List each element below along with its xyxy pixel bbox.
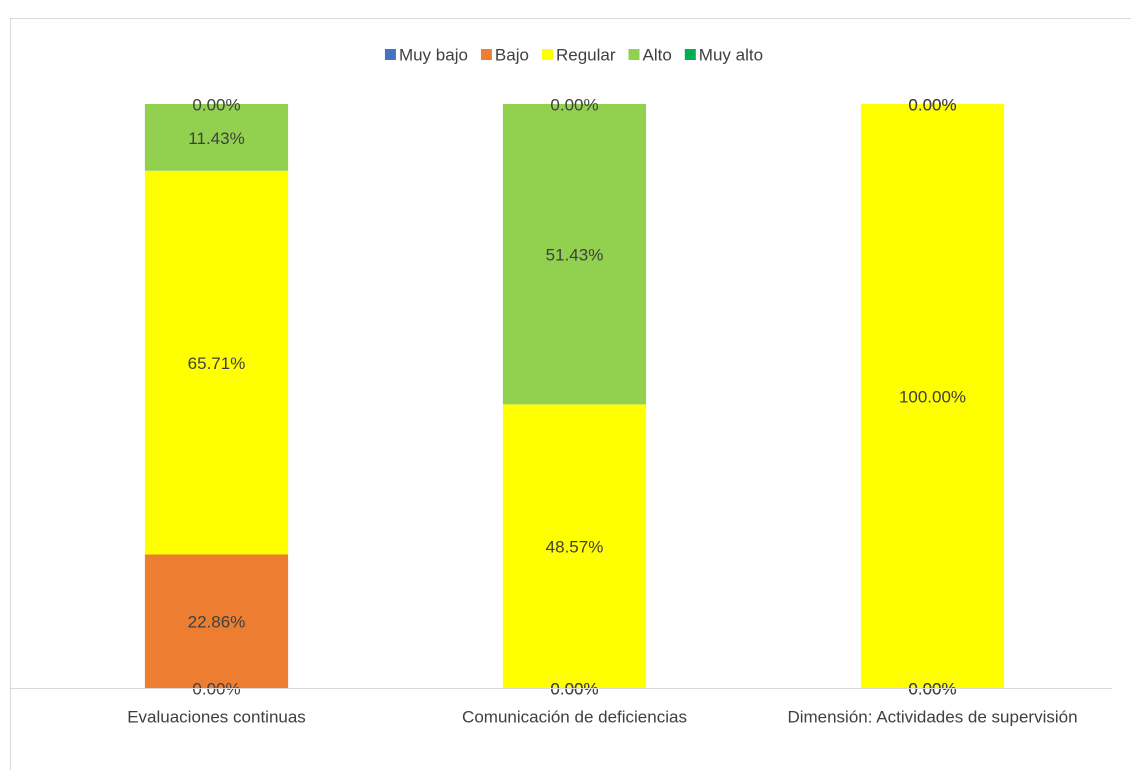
legend-label: Muy bajo [399, 45, 468, 64]
legend-swatch [628, 49, 640, 60]
data-label: 51.43% [546, 246, 604, 265]
x-tick-label: Comunicación de deficiencias [462, 707, 687, 726]
data-label: 22.86% [188, 613, 246, 632]
legend-swatch [480, 49, 492, 60]
x-tick-label: Evaluaciones continuas [127, 707, 306, 726]
bar-segment [144, 554, 289, 688]
data-label: 48.57% [546, 538, 604, 557]
bar-segment [144, 170, 289, 555]
data-label: 0.00% [908, 95, 956, 114]
legend-swatch [541, 49, 553, 60]
data-label: 11.43% [188, 129, 244, 148]
data-label: 0.00% [550, 95, 598, 114]
data-label: 65.71% [188, 354, 246, 373]
legend-label: Alto [643, 45, 672, 64]
bar-segment [502, 104, 647, 405]
bar-segment [502, 404, 647, 688]
legend-label: Muy alto [699, 45, 763, 64]
chart-border [10, 18, 1131, 770]
x-tick-label: Dimensión: Actividades de supervisión [787, 707, 1077, 726]
data-label: 0.00% [908, 95, 956, 114]
legend-swatch [384, 49, 396, 60]
data-label: 100.00% [899, 387, 966, 406]
legend-label: Regular [556, 45, 616, 64]
legend-swatch [684, 49, 696, 60]
bar-segment [144, 104, 289, 171]
legend: Muy bajo Bajo Regular Alto Muy alto [384, 45, 763, 64]
legend-label: Bajo [495, 45, 529, 64]
data-label: 0.00% [192, 95, 240, 114]
bar-segment [860, 104, 1005, 688]
